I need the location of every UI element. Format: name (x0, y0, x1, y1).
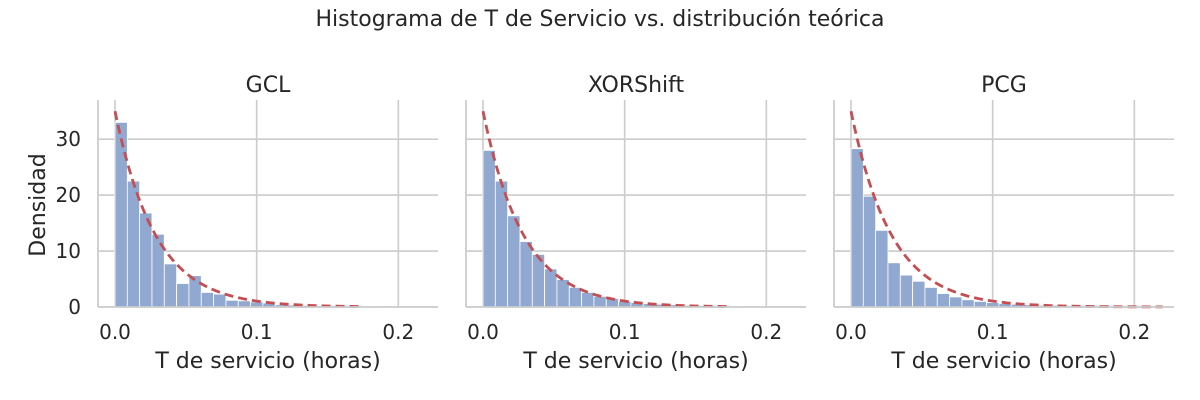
histogram-bar (114, 121, 128, 308)
theoretical-curve (113, 110, 363, 308)
histogram-bar (163, 263, 178, 308)
histogram-bar (213, 293, 227, 308)
x-tick-label: 0.2 (382, 320, 414, 344)
histogram-bar (225, 299, 239, 308)
histogram-bar (912, 280, 926, 308)
histogram-bar (176, 283, 190, 308)
x-axis-label: T de servicio (horas) (154, 349, 380, 374)
panel-title: PCG (981, 73, 1027, 98)
y-tick-label: 0 (68, 295, 81, 319)
histogram-bar (188, 275, 202, 308)
x-axis-label: T de servicio (horas) (890, 349, 1116, 374)
histogram-bar (961, 299, 975, 308)
histogram-bar (482, 149, 496, 308)
figure-title: Histograma de T de Servicio vs. distribu… (315, 7, 884, 32)
panels: 0.0 0.1 0.2 0 10 20 30 GCL T de servicio (horas)… (56, 73, 1174, 374)
theoretical-curve (481, 110, 731, 308)
histogram-bar (544, 268, 558, 308)
panel-1: 0.0 0.1 0.2 XORShift T de servicio (horas) (465, 73, 806, 374)
panel-0: 0.0 0.1 0.2 0 10 20 30 GCL T de servicio (horas) (56, 73, 438, 374)
histogram-bar (581, 292, 595, 308)
histogram-bar (593, 295, 607, 308)
x-tick-label: 0.1 (241, 320, 273, 344)
x-tick-label: 0.1 (977, 320, 1009, 344)
y-tick-label: 20 (56, 183, 81, 207)
x-tick-label: 0.0 (467, 320, 499, 344)
x-tick-label: 0.1 (609, 320, 641, 344)
histogram-bar (139, 212, 153, 308)
y-axis-label: Densidad (26, 153, 51, 256)
histogram-bar (531, 254, 546, 308)
histogram-bar (126, 180, 141, 308)
x-tick-label: 0.2 (1118, 320, 1150, 344)
histogram-bar (507, 215, 521, 308)
y-tick-label: 10 (56, 239, 81, 263)
panel-title: XORShift (588, 73, 685, 98)
panel-2: 0.0 0.1 0.2 PCG T de servicio (horas) (833, 73, 1174, 374)
theoretical-curve (849, 110, 1163, 309)
histogram-bar (887, 262, 901, 308)
histogram-bar (200, 292, 214, 308)
histogram-bar (936, 293, 951, 308)
x-tick-label: 0.2 (750, 320, 782, 344)
histogram-bar (850, 148, 864, 308)
histogram-bar (237, 300, 251, 308)
histogram-bar (899, 274, 914, 308)
x-tick-label: 0.0 (835, 320, 867, 344)
histogram-bar (924, 287, 938, 308)
histogram-bar (519, 241, 533, 308)
histogram-bar (862, 195, 877, 308)
panel-title: GCL (246, 73, 291, 98)
histogram-bar (494, 180, 509, 308)
x-tick-label: 0.0 (99, 320, 131, 344)
histogram-bar (949, 296, 963, 308)
y-tick-label: 30 (56, 127, 81, 151)
x-axis-label: T de servicio (horas) (522, 349, 748, 374)
histogram-bar (875, 229, 889, 308)
